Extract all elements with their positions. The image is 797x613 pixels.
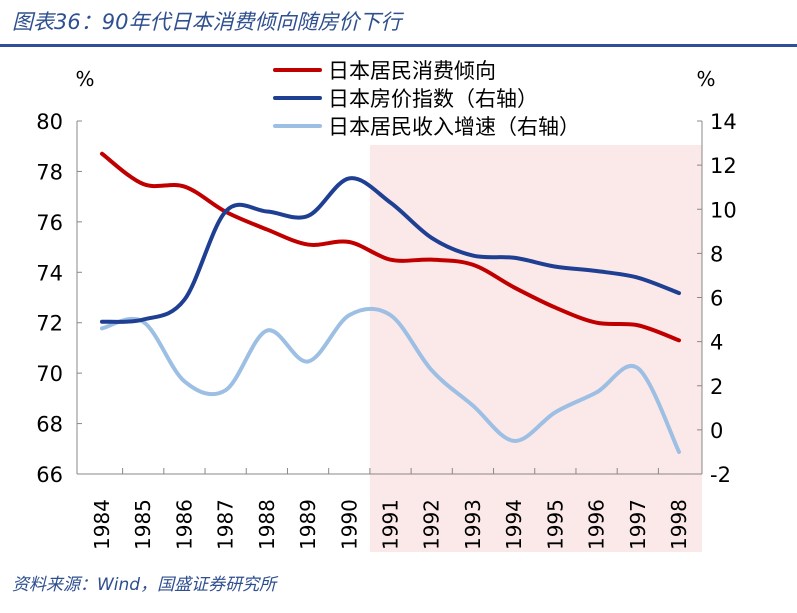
left-tick-label: 66 bbox=[36, 463, 63, 487]
legend-label-0: 日本居民消费倾向 bbox=[328, 59, 496, 83]
right-tick-label: 10 bbox=[710, 198, 737, 222]
x-tick-label: 1997 bbox=[626, 499, 650, 550]
x-tick-label: 1994 bbox=[502, 499, 526, 550]
right-tick-label: -2 bbox=[710, 463, 731, 487]
right-tick-label: 2 bbox=[710, 375, 723, 399]
right-tick-label: 14 bbox=[710, 110, 737, 134]
left-tick-label: 72 bbox=[36, 312, 63, 336]
title-rule bbox=[0, 44, 797, 47]
x-tick-label: 1990 bbox=[337, 499, 361, 550]
left-tick-label: 76 bbox=[36, 211, 63, 235]
x-tick-label: 1986 bbox=[172, 499, 196, 550]
x-tick-label: 1991 bbox=[379, 499, 403, 550]
left-tick-label: 80 bbox=[36, 110, 63, 134]
left-tick-label: 70 bbox=[36, 362, 63, 386]
series-line-2 bbox=[100, 306, 681, 454]
x-tick-label: 1985 bbox=[131, 499, 155, 550]
x-tick-label: 1992 bbox=[420, 499, 444, 550]
right-tick-label: 0 bbox=[710, 419, 723, 443]
x-tick-label: 1996 bbox=[585, 499, 609, 550]
x-tick-label: 1984 bbox=[90, 499, 114, 550]
x-tick-label: 1988 bbox=[255, 499, 279, 550]
legend-label-2: 日本居民收入增速（右轴） bbox=[328, 115, 580, 139]
source-note: 资料来源：Wind，国盛证券研究所 bbox=[12, 575, 277, 595]
right-tick-label: 4 bbox=[710, 331, 723, 355]
x-tick-label: 1987 bbox=[214, 499, 238, 550]
series-line-0 bbox=[100, 151, 681, 343]
left-tick-label: 78 bbox=[36, 160, 63, 184]
x-tick-label: 1995 bbox=[543, 499, 567, 550]
shaded-region bbox=[369, 145, 702, 552]
figure-title: 图表36：90年代日本消费倾向随房价下行 bbox=[12, 10, 402, 34]
right-tick-label: 8 bbox=[710, 242, 723, 266]
right-unit: % bbox=[696, 67, 715, 91]
left-tick-label: 74 bbox=[36, 261, 63, 285]
left-tick-label: 68 bbox=[36, 413, 63, 437]
legend-label-1: 日本房价指数（右轴） bbox=[328, 87, 538, 111]
x-tick-label: 1989 bbox=[296, 499, 320, 550]
series-line-1 bbox=[100, 176, 681, 324]
right-tick-label: 12 bbox=[710, 154, 737, 178]
x-tick-label: 1993 bbox=[461, 499, 485, 550]
left-unit: % bbox=[75, 67, 94, 91]
x-tick-label: 1998 bbox=[667, 499, 691, 550]
right-tick-label: 6 bbox=[710, 287, 723, 311]
